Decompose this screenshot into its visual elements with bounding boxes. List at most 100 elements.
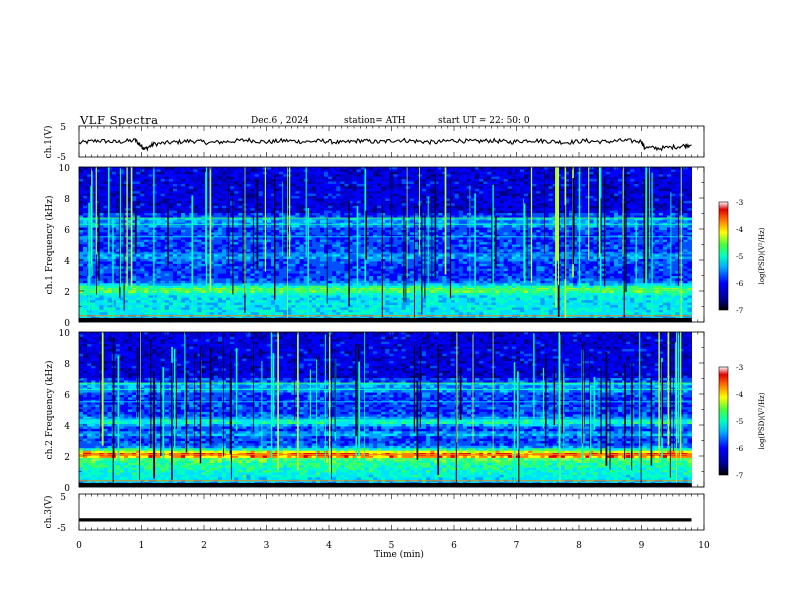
ch1-spectrogram-cell xyxy=(381,181,386,185)
ch1-spectrogram-cell xyxy=(275,179,280,183)
ch1-spectrogram-cell xyxy=(401,179,407,183)
ch1-spectrogram-cell xyxy=(348,181,354,185)
ch1-spectrogram-cell xyxy=(148,171,153,175)
ch1-spectrogram-cell xyxy=(373,193,378,197)
ch1-spectrogram-cell xyxy=(119,171,125,175)
ch1-spectrogram-cell xyxy=(128,167,133,170)
ch1-spectrogram-cell xyxy=(275,196,280,199)
ch1-spectrogram-cell xyxy=(650,167,656,170)
ch1-spectrogram-cell xyxy=(315,188,321,192)
ch1-spectrogram-cell xyxy=(352,191,358,195)
ch1-spectrogram-cell xyxy=(123,181,129,185)
ch1-spectrogram-cell xyxy=(315,167,321,170)
ch1-spectrogram-cell xyxy=(650,186,656,190)
ch1-spectrogram-cell xyxy=(564,171,570,175)
ch1-spectrogram-cell xyxy=(364,191,370,195)
ch1-spectrogram-cell xyxy=(189,181,194,185)
ch1-spectrogram-cell xyxy=(515,193,521,197)
ch1-spectrogram-cell xyxy=(348,171,354,175)
ch1-spectrogram-cell xyxy=(217,181,223,185)
ch1-spectrogram-cell xyxy=(520,171,525,175)
ch1-spectrogram-cell xyxy=(217,186,223,190)
ch1-spectrogram-cell xyxy=(79,198,84,202)
ch1-spectrogram-cell xyxy=(181,193,186,197)
ch1-spectrogram-cell xyxy=(430,174,435,178)
ch1-spectrogram-cell xyxy=(642,167,648,170)
ch1-spectrogram-cell xyxy=(544,179,550,183)
ch1-spectrogram-cell xyxy=(246,176,251,180)
ch1-spectrogram-cell xyxy=(87,196,92,199)
ch1-spectrogram-cell xyxy=(515,183,521,187)
ch1-spectrogram-cell xyxy=(520,188,525,192)
ch1-spectrogram-cell xyxy=(397,193,403,197)
ch1-spectrogram-cell xyxy=(221,169,227,173)
ch1-spectrogram-cell xyxy=(409,167,415,170)
ch1-spectrogram-cell xyxy=(111,169,117,173)
ch1-spectrogram-cell xyxy=(103,183,109,187)
ch1-spectrogram-cell xyxy=(446,179,452,183)
ch1-spectrogram-cell xyxy=(520,176,525,180)
ch1-spectrogram-cell xyxy=(593,181,599,185)
ch1-spectrogram-cell xyxy=(258,171,264,175)
ch1-spectrogram-cell xyxy=(426,179,431,183)
ch1-spectrogram-cell xyxy=(177,179,182,183)
ch1-spectrogram-cell xyxy=(360,193,366,197)
ch1-spectrogram-cell xyxy=(393,196,398,199)
ch1-spectrogram-cell xyxy=(377,179,382,183)
ch1-spectrogram-cell xyxy=(266,188,272,192)
ch1-spectrogram-cell xyxy=(107,181,113,185)
ch1-spectrogram-cell xyxy=(201,186,207,190)
ch1-spectrogram-cell xyxy=(91,200,96,204)
ch1-spectrogram-cell xyxy=(515,176,521,180)
ch1-spectrogram-cell xyxy=(205,186,211,190)
ch1-spectrogram-cell xyxy=(552,179,558,183)
ch1-spectrogram-cell xyxy=(650,183,656,187)
ch1-spectrogram-cell xyxy=(311,167,317,170)
ch1-spectrogram-cell xyxy=(332,176,337,180)
ch1-spectrogram-cell xyxy=(495,174,501,178)
ch1-spectrogram-cell xyxy=(507,169,513,173)
ch1-spectrogram-cell xyxy=(458,179,464,183)
ch1-spectrogram-cell xyxy=(221,188,227,192)
ch1-spectrogram-cell xyxy=(515,191,521,195)
ch1-spectrogram-cell xyxy=(119,193,125,197)
ch1-spectrogram-cell xyxy=(307,176,313,180)
ch1-spectrogram-cell xyxy=(307,186,313,190)
ch1-spectrogram-cell xyxy=(221,176,227,180)
ch1-spectrogram-cell xyxy=(209,179,215,183)
ch1-spectrogram-cell xyxy=(458,167,464,170)
ch1-spectrogram-cell xyxy=(548,191,554,195)
ch1-spectrogram-cell xyxy=(172,183,178,187)
ch1-spectrogram-cell xyxy=(128,169,133,173)
ch1-spectrogram-cell xyxy=(344,186,349,190)
ch1-spectrogram-cell xyxy=(483,193,488,197)
ch1-spectrogram-cell xyxy=(103,188,109,192)
ch1-spectrogram-cell xyxy=(177,198,182,202)
ch1-spectrogram-cell xyxy=(499,171,505,175)
ch1-spectrogram-cell xyxy=(552,169,558,173)
ch1-spectrogram-cell xyxy=(217,191,223,195)
ch1-spectrogram-cell xyxy=(164,193,170,197)
ch1-spectrogram-cell xyxy=(667,183,672,187)
ch1-spectrogram-cell xyxy=(324,188,329,192)
ch1-spectrogram-cell xyxy=(221,181,227,185)
ch1-spectrogram-cell xyxy=(156,167,162,170)
ch1-spectrogram-cell xyxy=(520,193,525,197)
ch1-spectrogram-cell xyxy=(532,174,537,178)
ch1-spectrogram-cell xyxy=(466,171,472,175)
ch1-spectrogram-cell xyxy=(626,198,631,202)
ch1-spectrogram-cell xyxy=(417,188,423,192)
ch1-spectrogram-cell xyxy=(630,183,635,187)
ch1-spectrogram-cell xyxy=(462,171,468,175)
ch1-spectrogram-cell xyxy=(511,191,517,195)
ch1-spectrogram-cell xyxy=(99,176,104,180)
ch1-spectrogram-cell xyxy=(466,174,472,178)
ch1-spectrogram-cell xyxy=(671,171,676,175)
ch1-spectrogram-cell xyxy=(544,171,550,175)
ch1-spectrogram-cell xyxy=(483,198,488,202)
ch1-spectrogram-cell xyxy=(430,181,435,185)
ch1-spectrogram-cell xyxy=(201,188,207,192)
ch1-spectrogram-cell xyxy=(164,171,170,175)
ch1-spectrogram-cell xyxy=(132,193,137,197)
ch1-spectrogram-cell xyxy=(299,171,305,175)
